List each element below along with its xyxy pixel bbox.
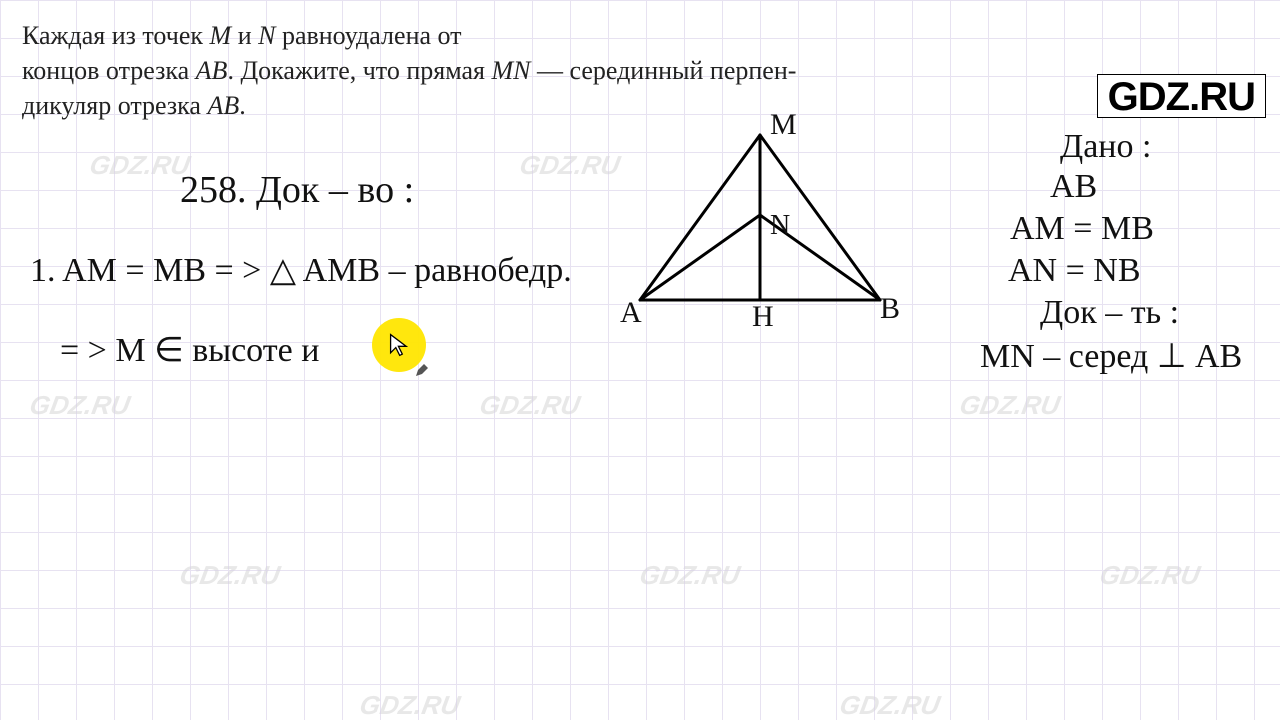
problem-text-5: . Докажите, что прямая: [227, 56, 491, 85]
given-line-1: AB: [1050, 168, 1097, 206]
label-b: B: [880, 292, 900, 326]
given-line-2: AM = MB: [1010, 210, 1154, 248]
problem-text-1: Каждая из точек: [22, 21, 210, 50]
problem-text-7: дикуляр отрезка: [22, 91, 207, 120]
pen-tip-icon: [414, 362, 430, 378]
label-n: N: [770, 210, 790, 242]
label-a: A: [620, 296, 642, 330]
var-n: N: [258, 21, 275, 50]
label-m: M: [770, 108, 797, 142]
label-h: H: [752, 300, 774, 334]
var-m: M: [210, 21, 232, 50]
given-line-3: AN = NB: [1008, 252, 1141, 290]
problem-text-3: равноудалена от: [275, 21, 461, 50]
cursor-arrow-icon: [388, 332, 414, 358]
problem-text-4: концов отрезка: [22, 56, 196, 85]
problem-text-6: — серединный перпен-: [530, 56, 796, 85]
proof-step-1: 1. AM = MB = > △ AMB – равнобедр.: [30, 250, 572, 290]
prove-line-1: MN – серед ⊥ AB: [980, 336, 1242, 376]
problem-text-8: .: [239, 91, 246, 120]
proof-header: 258. Док – во :: [180, 168, 414, 212]
given-title: Дано :: [1060, 128, 1151, 166]
var-ab2: AB: [207, 91, 239, 120]
prove-title: Док – ть :: [1040, 294, 1179, 332]
proof-step-2: = > M ∈ высоте и: [60, 330, 319, 370]
problem-statement: Каждая из точек M и N равноудалена от ко…: [22, 18, 1060, 123]
problem-text-2: и: [231, 21, 258, 50]
var-ab: AB: [196, 56, 228, 85]
var-mn: MN: [491, 56, 530, 85]
site-logo: GDZ.RU: [1097, 74, 1266, 118]
